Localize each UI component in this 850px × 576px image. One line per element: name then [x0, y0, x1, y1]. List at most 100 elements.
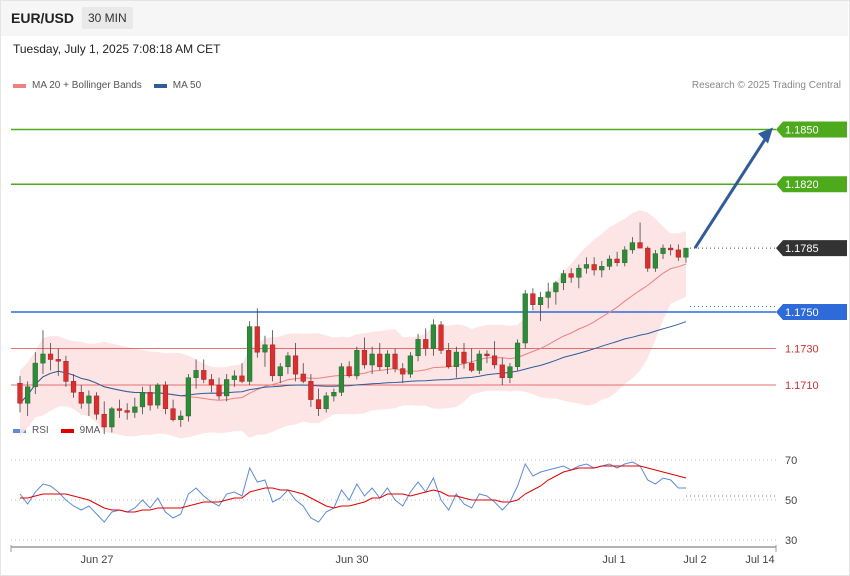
timeframe-badge[interactable]: 30 MIN — [82, 7, 133, 29]
bearish-candle-body — [423, 339, 429, 349]
bearish-candle-body — [147, 392, 153, 406]
candle — [354, 346, 360, 380]
price-tag — [776, 176, 847, 193]
x-tick-label: Jul 14 — [745, 554, 774, 566]
bullish-candle-body — [652, 253, 658, 269]
candle — [652, 249, 658, 272]
candle — [576, 264, 582, 289]
bearish-candle-body — [93, 395, 100, 415]
bearish-candle-body — [216, 384, 222, 397]
candle — [400, 363, 406, 384]
bearish-candle-body — [239, 375, 245, 382]
bearish-candle-body — [116, 408, 123, 411]
candle — [116, 399, 123, 418]
bearish-candle-body — [614, 258, 620, 263]
bullish-candle-body — [622, 249, 628, 263]
candle — [70, 374, 77, 398]
candle — [476, 350, 482, 375]
candle — [384, 350, 391, 375]
bullish-candle-body — [231, 375, 237, 380]
candle — [101, 401, 107, 435]
x-tick-label: Jul 2 — [683, 554, 706, 566]
symbol-label: EUR/USD — [11, 10, 75, 26]
candle — [32, 352, 38, 395]
candle — [47, 343, 54, 371]
bearish-candle-body — [591, 264, 597, 271]
rsi-tick-label: 70 — [785, 455, 797, 467]
bullish-candle-body — [132, 406, 138, 413]
bullish-candle-body — [629, 242, 635, 251]
bearish-candle-body — [70, 381, 77, 393]
bearish-candle-body — [461, 351, 467, 364]
candle — [453, 346, 459, 378]
candle — [292, 343, 299, 382]
candle — [147, 384, 153, 411]
candle — [530, 288, 536, 311]
bearish-candle-body — [308, 381, 314, 400]
candle — [239, 363, 245, 384]
candle — [614, 251, 620, 267]
candle — [583, 257, 590, 274]
candle — [300, 363, 306, 384]
x-tick-label: Jul 1 — [602, 554, 625, 566]
candle — [216, 377, 222, 400]
bullish-candle-body — [660, 247, 666, 254]
rsi-line — [19, 461, 686, 523]
bearish-candle-body — [637, 242, 643, 249]
price-label: 1.1730 — [785, 343, 819, 355]
candle — [568, 268, 574, 283]
bullish-candle-body — [576, 267, 582, 278]
bearish-candle-body — [530, 293, 536, 305]
rsi-tick-label: 30 — [785, 535, 797, 547]
bullish-candle-body — [507, 366, 513, 378]
bullish-candle-body — [262, 344, 268, 353]
candle — [606, 255, 613, 270]
bearish-candle-body — [668, 247, 674, 251]
legend-label: 9MA — [79, 425, 101, 436]
price-tag-label: 1.1820 — [785, 179, 819, 191]
bullish-candle-body — [369, 353, 375, 366]
price-tag — [776, 240, 847, 257]
legend-swatch — [13, 428, 26, 433]
bullish-candle-body — [476, 353, 482, 371]
legend-label: RSI — [32, 425, 49, 436]
candle — [461, 343, 467, 369]
candle — [392, 348, 398, 373]
projection-arrow — [693, 138, 767, 249]
bearish-candle-body — [162, 384, 169, 409]
candle — [63, 355, 69, 387]
candle — [469, 348, 475, 373]
legend-label: MA 50 — [172, 80, 202, 91]
bullish-candle-body — [338, 366, 345, 393]
candle — [269, 330, 276, 382]
bullish-candle-body — [415, 339, 421, 357]
bullish-candle-body — [193, 370, 199, 378]
bearish-candle-body — [675, 249, 681, 258]
candle — [499, 357, 505, 385]
bullish-candle-body — [331, 392, 337, 397]
candle — [208, 374, 214, 393]
candle — [407, 352, 413, 378]
candle — [591, 257, 597, 276]
candle — [277, 363, 283, 384]
bearish-candle-body — [17, 382, 23, 404]
candle — [17, 375, 23, 413]
bearish-candle-body — [446, 350, 452, 367]
bearish-candle-body — [63, 361, 69, 382]
candle — [645, 246, 651, 272]
rsi-legend: RSI 9MA — [13, 425, 112, 436]
legend-item-ma20: MA 20 + Bollinger Bands — [13, 80, 142, 91]
legend-item-9ma: 9MA — [60, 425, 101, 436]
price-tag-label: 1.1850 — [785, 124, 819, 136]
candle — [109, 406, 115, 433]
bullish-candle-body — [277, 366, 283, 377]
candle — [338, 363, 345, 396]
candle — [491, 341, 498, 369]
bearish-candle-body — [124, 410, 130, 413]
legend-swatch — [153, 83, 167, 88]
candle — [155, 383, 161, 409]
candle — [201, 359, 207, 384]
bullish-candle-body — [285, 355, 291, 368]
bearish-candle-body — [491, 355, 498, 366]
